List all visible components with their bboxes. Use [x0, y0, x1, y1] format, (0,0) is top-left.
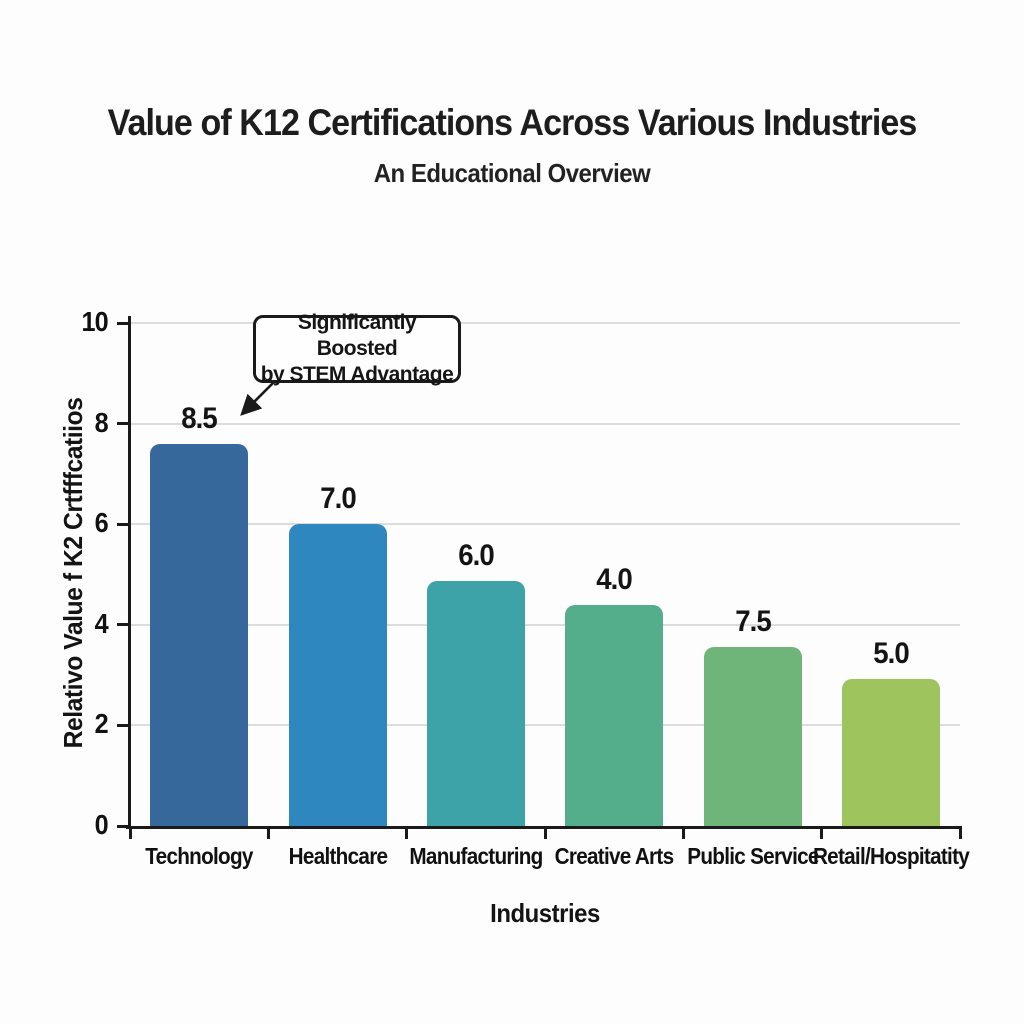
y-tick-2 [117, 723, 130, 727]
y-tick-label-6: 6 [94, 507, 109, 539]
y-tick-label-10: 10 [81, 306, 108, 337]
y-axis-title: Relativo Value f K2 Crtfffcatiios [58, 397, 88, 749]
x-tick-4 [681, 826, 685, 839]
x-tick-1 [266, 826, 270, 839]
bar-value-label: 4.0 [596, 563, 633, 597]
x-axis-title: Industries [490, 898, 600, 928]
y-tick-label-4: 4 [94, 607, 109, 639]
x-tick-2 [405, 826, 409, 839]
y-tick-label-0: 0 [94, 809, 109, 840]
annotation-line-2: by STEM Advantage [260, 363, 454, 387]
gridline-y-2 [130, 724, 960, 727]
bar-value-label: 7.5 [734, 604, 772, 638]
bar-manufacturing [426, 581, 525, 826]
y-tick-label-8: 8 [94, 406, 109, 438]
x-axis-spine [126, 826, 962, 829]
bar-value-label: 6.0 [458, 539, 495, 573]
category-label: Retail/Hospitatity [812, 843, 970, 869]
bar-value-label: 8.5 [181, 401, 218, 435]
bar-technology [150, 443, 249, 826]
gridline-y-10 [130, 322, 960, 324]
category-label: Healthcare [288, 843, 387, 869]
category-label: Public Service [686, 843, 819, 869]
y-tick-6 [117, 522, 130, 526]
chart-subtitle: An Educational Overview [373, 158, 651, 188]
chart-title: Value of K12 Certifications Across Vario… [107, 102, 918, 143]
category-label: Creative Arts [554, 843, 674, 869]
bar-value-label: 5.0 [873, 637, 910, 671]
annotation-arrow-icon [240, 381, 275, 416]
x-tick-0 [128, 826, 132, 839]
gridline-y-8 [130, 422, 960, 425]
x-tick-3 [543, 826, 547, 839]
gridline-y-6 [130, 523, 960, 526]
y-tick-4 [117, 623, 130, 627]
y-axis-spine [128, 316, 131, 829]
gridline-y-4 [130, 623, 960, 626]
bar-public-service [703, 646, 802, 826]
y-tick-0 [117, 824, 130, 828]
y-tick-8 [117, 422, 130, 426]
bar-healthcare [288, 524, 387, 826]
x-tick-5 [820, 826, 824, 839]
x-tick-6 [958, 826, 962, 839]
bar-value-label: 7.0 [319, 482, 357, 516]
annotation-line-1: Significantly Boosted [297, 310, 417, 360]
y-tick-label-2: 2 [94, 708, 109, 740]
category-label: Manufacturing [409, 843, 543, 869]
y-tick-10 [117, 321, 130, 325]
category-label: Technology [145, 843, 253, 869]
bar-creative-arts [565, 605, 664, 826]
bar-retail-hospitatity [841, 679, 940, 826]
annotation-callout: Significantly Boosted by STEM Advantage [253, 311, 461, 386]
